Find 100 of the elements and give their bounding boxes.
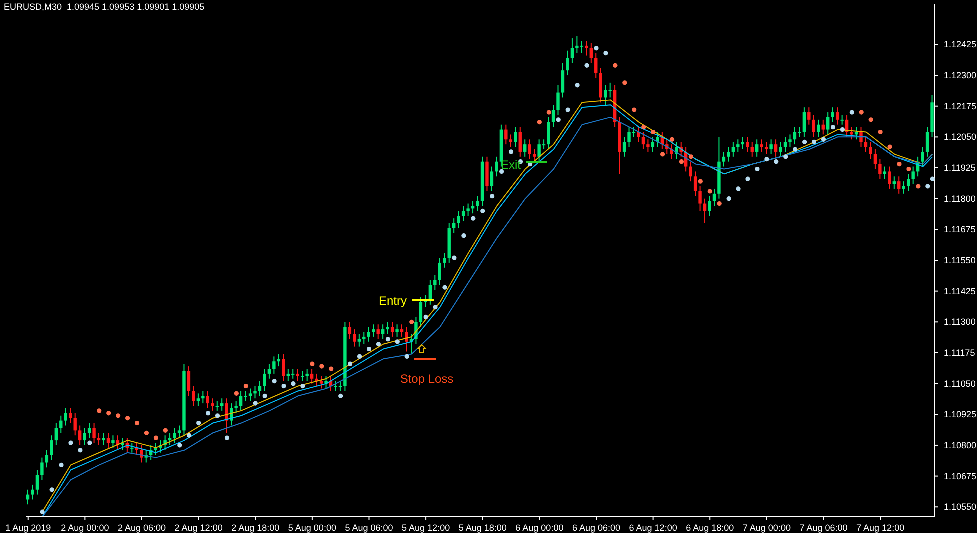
point [471,216,476,221]
point [59,462,64,468]
candlestick [892,176,896,190]
x-tick-label: 2 Aug 18:00 [232,523,280,533]
point [253,401,258,406]
candlestick [779,142,782,158]
candlestick [206,390,210,409]
y-tick-label: 1.11425 [944,286,976,296]
y-tick-label: 1.11300 [944,317,976,328]
point [404,354,410,359]
candlestick [831,107,834,123]
y-tick-label: 1.12425 [944,40,977,50]
point [310,362,315,366]
x-tick-label: 6 Aug 18:00 [686,523,734,533]
x-tick-label: 7 Aug 06:00 [800,523,848,533]
candlestick [168,432,172,446]
x-tick-label: 2 Aug 00:00 [61,523,110,533]
candlestick [774,139,778,158]
candlestick [196,393,200,407]
candlestick [556,84,560,116]
point [88,440,92,446]
point [594,46,599,51]
y-tick-label: 1.11175 [944,348,976,358]
point [850,110,854,115]
y-tick-label: 1.11800 [944,194,976,204]
candlestick [570,38,574,64]
point [746,176,750,182]
y-tick-label: 1.10925 [944,410,977,420]
point [575,83,580,88]
candlestick [656,132,660,148]
candlestick [106,432,110,448]
candlestick [390,322,394,338]
candlestick [561,62,565,98]
point [840,127,845,132]
candlestick [504,124,508,146]
candlestick [362,332,366,345]
candlestick [438,258,442,286]
annotation: Stop Loss [400,372,454,386]
point [802,140,808,144]
candlestick [154,442,158,456]
candlestick [452,218,456,234]
candlestick [750,142,754,158]
candlestick [348,322,352,340]
point [215,414,220,418]
point [357,354,362,359]
point [262,394,268,398]
candlestick [367,326,370,342]
candlestick [277,354,281,368]
chart-title: EURUSD,M30 1.09945 1.09953 1.09901 1.09905 [4,2,205,12]
candlestick [764,142,768,155]
candlestick [381,324,385,340]
point [926,184,930,189]
point [125,416,130,421]
candlestick [883,166,887,180]
x-tick-label: 2 Aug 06:00 [118,523,166,533]
y-tick-label: 1.11675 [944,224,976,235]
point [500,169,504,174]
point [366,346,372,352]
candlestick [514,126,518,148]
point [622,80,628,86]
candlestick [36,470,40,496]
candlestick [310,368,314,384]
point [386,337,390,342]
candlestick [712,188,716,207]
candlestick [97,432,101,446]
candlestick [462,206,466,222]
candlestick [234,400,238,414]
point [916,184,921,189]
point [793,147,798,152]
point [764,157,770,162]
point [812,140,817,144]
y-tick-label: 1.12300 [944,70,977,81]
y-tick-label: 1.10800 [944,440,977,450]
point [329,366,334,372]
candlestick [864,136,868,152]
candlestick [926,126,930,158]
point [106,411,112,416]
candlestick [268,364,272,380]
candlestick [788,134,792,148]
candlestick [694,171,698,197]
candlestick [263,368,266,392]
point [670,137,675,142]
point [244,384,248,389]
candlestick [216,400,219,412]
point [144,430,150,436]
x-tick-label: 6 Aug 12:00 [629,523,678,533]
candlestick [552,104,556,128]
y-tick-label: 1.10675 [944,471,977,482]
candlestick [898,176,901,194]
point [196,420,202,426]
point [187,433,192,438]
x-tick-label: 5 Aug 18:00 [458,523,507,533]
point [508,150,514,154]
point [376,342,382,347]
candlestick [784,136,788,152]
candlestick [358,334,362,348]
candlestick [130,442,134,454]
point [348,362,353,366]
point [442,285,448,290]
point [660,152,666,157]
